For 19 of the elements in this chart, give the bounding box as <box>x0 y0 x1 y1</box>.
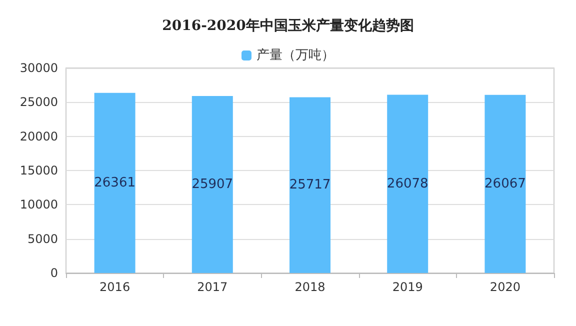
y-tick-label: 20000 <box>20 129 58 144</box>
x-tick-label: 2020 <box>490 280 520 294</box>
x-tick-label: 2016 <box>100 280 130 294</box>
data-label: 25717 <box>289 178 331 193</box>
chart-title: 2016-2020年中国玉米产量变化趋势图 <box>162 17 414 34</box>
y-tick-label: 10000 <box>20 198 58 212</box>
data-label: 26067 <box>484 176 526 192</box>
y-tick-label: 15000 <box>20 164 58 178</box>
x-tick-label: 2018 <box>294 280 326 294</box>
legend-label: 产量（万吨） <box>256 48 334 63</box>
y-tick-label: 5000 <box>27 232 58 246</box>
x-tick-label: 2019 <box>392 280 423 294</box>
y-tick-label: 0 <box>50 266 58 280</box>
y-tick-label: 30000 <box>20 61 58 75</box>
y-tick-label: 25000 <box>20 95 58 110</box>
data-label: 26361 <box>94 175 136 190</box>
data-label: 26078 <box>386 176 428 192</box>
data-label: 25907 <box>192 176 234 192</box>
x-tick-label: 2017 <box>197 280 228 294</box>
